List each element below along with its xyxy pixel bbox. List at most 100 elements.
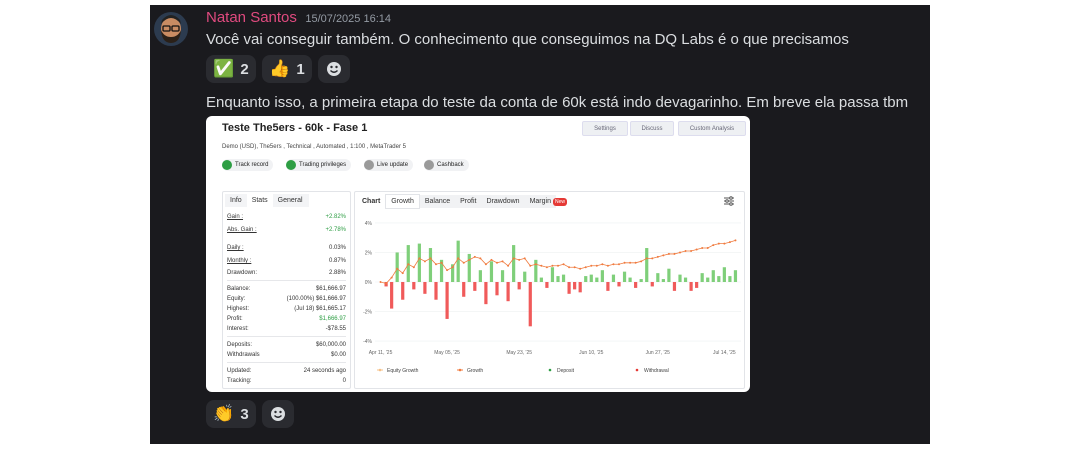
- growth-point: [640, 260, 643, 263]
- add-reaction[interactable]: [318, 55, 350, 83]
- growth-point: [568, 266, 571, 269]
- growth-point: [618, 263, 620, 266]
- growth-point: [728, 241, 731, 244]
- stat-label: Abs. Gain :: [227, 227, 257, 233]
- stat-label: Withdrawals: [227, 352, 260, 358]
- reaction[interactable]: 👏 3: [206, 400, 256, 428]
- stat-label: Equity:: [227, 296, 246, 302]
- button: Discuss: [630, 121, 674, 136]
- message-header: Natan Santos 15/07/2025 16:14: [206, 9, 391, 27]
- growth-point: [512, 257, 515, 260]
- author-name[interactable]: Natan Santos: [206, 9, 297, 26]
- growth-point: [429, 257, 432, 260]
- smiley-icon: [271, 407, 285, 421]
- stat-value: -$78.55: [325, 326, 346, 332]
- badge-icon: [424, 160, 434, 170]
- x-tick-label: Jun 27, '25: [646, 350, 671, 356]
- bar: [639, 279, 643, 282]
- bar: [395, 252, 399, 282]
- stat-row: Interest: -$78.55: [227, 326, 346, 332]
- stat-row: Highest: (Jul 18) $61,665.17: [227, 306, 346, 312]
- bar: [733, 270, 738, 282]
- growth-point: [462, 261, 465, 264]
- growth-point: [734, 239, 737, 242]
- bar: [634, 282, 638, 288]
- growth-point: [490, 258, 493, 261]
- bar: [495, 282, 499, 296]
- growth-point: [518, 258, 521, 261]
- badge-icon: [364, 160, 374, 170]
- bar: [478, 270, 482, 282]
- growth-point: [690, 249, 693, 252]
- bar: [401, 282, 405, 300]
- growth-point: [629, 261, 632, 264]
- stat-row: Tracking: 0: [227, 378, 346, 384]
- bar: [489, 261, 494, 282]
- bar: [728, 276, 732, 282]
- bar: [517, 282, 521, 290]
- x-tick-label: May 05, '25: [434, 350, 460, 356]
- reaction-emoji: ✅: [213, 59, 235, 78]
- bar: [462, 282, 466, 297]
- growth-point: [440, 261, 443, 264]
- legend-marker: [548, 368, 552, 372]
- y-tick-label: -2%: [363, 310, 372, 316]
- legend-marker: [458, 368, 462, 372]
- stat-row: Drawdown: 2.88%: [227, 270, 346, 276]
- stat-row: Equity: (100.00%) $61,666.97: [227, 296, 346, 302]
- button: Settings: [582, 121, 628, 136]
- legend-label: Equity Growth: [387, 368, 419, 374]
- growth-point: [601, 263, 604, 266]
- bar: [545, 282, 549, 288]
- legend-label: Growth: [467, 368, 483, 374]
- chart-panel: Chart Growth Balance Profit Drawdown Margin Ne…: [354, 191, 745, 389]
- bar: [556, 276, 560, 282]
- stat-row: Profit: $1,666.97: [227, 316, 346, 322]
- badge-label: Trading privileges: [299, 162, 347, 168]
- growth-point: [390, 276, 393, 279]
- legend-marker: [378, 368, 382, 372]
- stat-value: 2.88%: [328, 270, 346, 276]
- embed-subtitle: Demo (USD), The5ers , Technical , Automa…: [222, 144, 406, 150]
- bar: [528, 282, 532, 327]
- growth-point: [401, 272, 404, 275]
- legend-label: Withdrawal: [644, 368, 669, 374]
- stat-label: Tracking:: [227, 378, 252, 384]
- bar: [456, 240, 460, 282]
- chart: 4% 2% 0% -2% -4% Apr 11, '25 May 05, '25 May 23…: [363, 221, 741, 374]
- bar: [390, 282, 394, 309]
- growth-point: [423, 260, 426, 263]
- bar: [689, 282, 693, 291]
- growth-point: [612, 263, 615, 266]
- bar: [467, 253, 471, 282]
- bar: [417, 243, 421, 282]
- x-tick-label: Apr 11, '25: [369, 350, 393, 356]
- growth-point: [479, 257, 482, 260]
- growth-point: [435, 263, 437, 266]
- stat-value: +2.78%: [325, 227, 346, 233]
- reaction[interactable]: 👍 1: [262, 55, 312, 83]
- stat-label: Gain :: [227, 214, 244, 220]
- embedded-image[interactable]: Teste The5ers - 60k - Fase 1 Settings Di…: [206, 116, 750, 392]
- reaction-count: 1: [296, 60, 305, 78]
- growth-point: [523, 257, 526, 260]
- badge: Cashback: [424, 159, 469, 171]
- growth-point: [407, 263, 410, 266]
- bar: [606, 282, 610, 291]
- stat-value: (100.00%) $61,666.97: [286, 296, 346, 302]
- bar: [645, 248, 649, 282]
- growth-point: [645, 257, 648, 260]
- tab: Balance: [419, 195, 456, 208]
- add-reaction[interactable]: [262, 400, 294, 428]
- bar: [578, 282, 582, 293]
- growth-point: [501, 260, 504, 263]
- bar: [434, 282, 438, 300]
- growth-point: [385, 282, 388, 285]
- stat-label: Updated:: [227, 368, 252, 374]
- stat-label: Balance:: [227, 286, 251, 292]
- reaction-count: 2: [240, 60, 249, 78]
- growth-point: [396, 267, 399, 270]
- reaction[interactable]: ✅ 2: [206, 55, 256, 83]
- stat-value: 0.03%: [328, 245, 346, 251]
- avatar[interactable]: [152, 10, 190, 48]
